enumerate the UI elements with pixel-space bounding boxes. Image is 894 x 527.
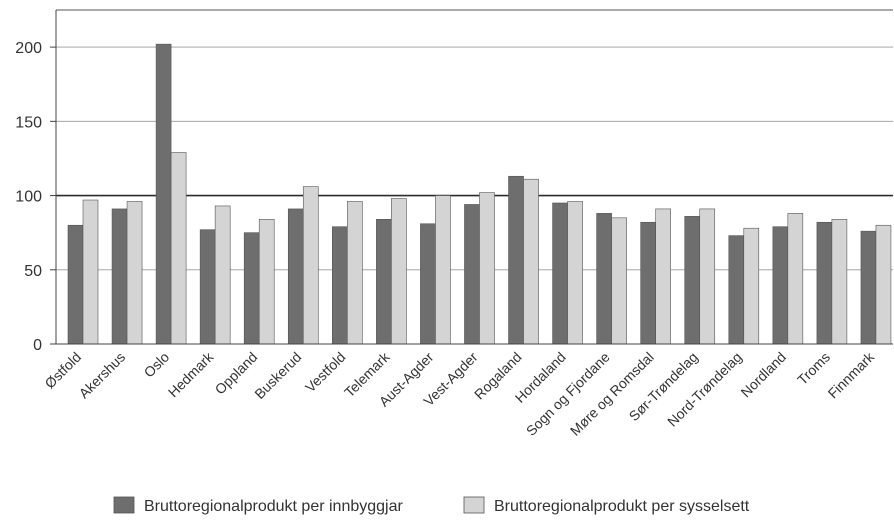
bar-sysselsett [214,205,231,345]
bar-innbyggjar [728,235,745,345]
y-tick-label: 50 [24,263,42,280]
legend-swatch [463,496,485,514]
y-tick-label: 0 [33,337,42,354]
bar-sysselsett [170,152,187,345]
x-category-label: Nordland [737,349,788,400]
bar-innbyggjar [376,219,392,345]
bar-sysselsett [567,201,583,345]
bar-sysselsett [302,186,319,345]
legend: Bruttoregionalprodukt per innbyggjar Brut… [113,496,750,515]
bar-innbyggjar [420,223,436,345]
x-category-label: Akershus [76,349,129,402]
bar-innbyggjar [111,208,128,345]
bar-sysselsett [831,219,848,345]
bar-innbyggjar [332,226,348,345]
x-category-label: Hedmark [165,348,217,400]
bar-sysselsett [699,208,716,345]
bar-sysselsett [743,227,760,345]
bar-sysselsett [82,199,99,345]
x-category-label: Østfold [41,349,84,392]
bar-innbyggjar [508,175,524,345]
legend-swatch [113,496,135,514]
x-category-label: Finnmark [825,348,878,401]
legend-label: Bruttoregionalprodukt per innbyggjar [144,498,404,515]
bar-innbyggjar [552,202,568,345]
bar-sysselsett [787,213,804,345]
bar-sysselsett [126,201,143,345]
bar-sysselsett [391,198,407,345]
bar-sysselsett [875,224,892,345]
axes [55,10,893,345]
bar-sysselsett [611,217,627,345]
bar-sysselsett [655,208,671,345]
y-tick-label: 100 [15,189,42,206]
bar-innbyggjar [640,221,656,345]
x-category-label: Oslo [141,349,173,381]
bar-innbyggjar [287,208,304,345]
x-category-label: Buskerud [251,349,304,402]
bar-innbyggjar [67,224,84,345]
bar-innbyggjar [155,43,172,345]
legend-label: Bruttoregionalprodukt per sysselsett [494,498,750,515]
bar-sysselsett [435,195,451,345]
bar-innbyggjar [772,226,789,345]
bar-innbyggjar [816,221,833,345]
bars [67,43,892,345]
bar-innbyggjar [243,232,260,345]
bar-sysselsett [479,192,495,345]
y-axis-ticks: 0 50 100 150 200 [15,40,56,354]
bar-innbyggjar [199,229,216,345]
y-tick-label: 200 [15,40,42,57]
bar-innbyggjar [684,216,701,345]
bar-innbyggjar [860,230,877,345]
bar-sysselsett [523,178,539,345]
bar-sysselsett [258,219,275,345]
y-tick-label: 150 [15,114,42,131]
bar-innbyggjar [464,204,480,345]
bar-innbyggjar [596,213,612,345]
bar-sysselsett [347,201,363,345]
x-category-label: Troms [794,349,833,388]
